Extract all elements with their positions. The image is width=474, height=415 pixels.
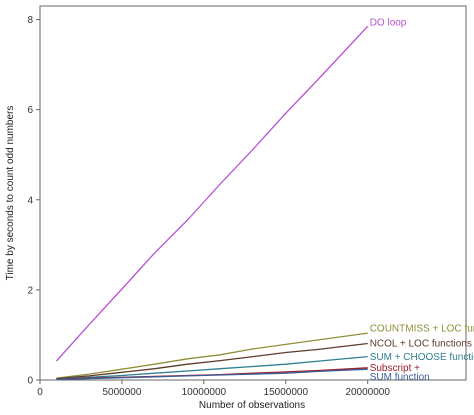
x-axis-label: Number of observations (199, 400, 305, 411)
series-line-1 (55, 25, 369, 362)
series-label: Subscript + (370, 363, 420, 374)
y-tick-label: 8 (27, 15, 33, 26)
x-tick-label: 0 (37, 387, 43, 398)
series-label: SUM + CHOOSE functions (370, 352, 474, 363)
series-line-2 (56, 332, 368, 379)
x-tick-label: 5000000 (102, 387, 141, 398)
series-line-4 (56, 355, 368, 380)
series-label: COUNTMISS + LOC functions (370, 324, 474, 335)
y-tick-label: 4 (27, 195, 33, 206)
series-line-6 (56, 368, 368, 381)
series-line-3 (56, 342, 368, 380)
y-axis-ticks: 0 2 4 6 8 (27, 15, 40, 387)
y-tick-label: 2 (27, 285, 33, 296)
y-tick-label: 6 (27, 105, 33, 116)
series-labels: DO loop COUNTMISS + LOC functions NCOL + L… (370, 17, 474, 383)
x-tick-label: 10000000 (182, 387, 227, 398)
y-tick-label: 0 (27, 376, 33, 387)
series-label: NCOL + LOC functions (370, 339, 472, 350)
series-label: DO loop (370, 17, 407, 28)
x-tick-label: 15000000 (264, 387, 309, 398)
series-lines (55, 25, 369, 381)
series-label: SUM function (370, 372, 430, 383)
x-tick-label: 20000000 (345, 387, 390, 398)
x-axis-ticks: 0 5000000 10000000 15000000 20000000 (37, 380, 390, 398)
y-axis-label: Time by seconds to count odd numbers (5, 106, 16, 281)
plot-frame (39, 5, 467, 381)
